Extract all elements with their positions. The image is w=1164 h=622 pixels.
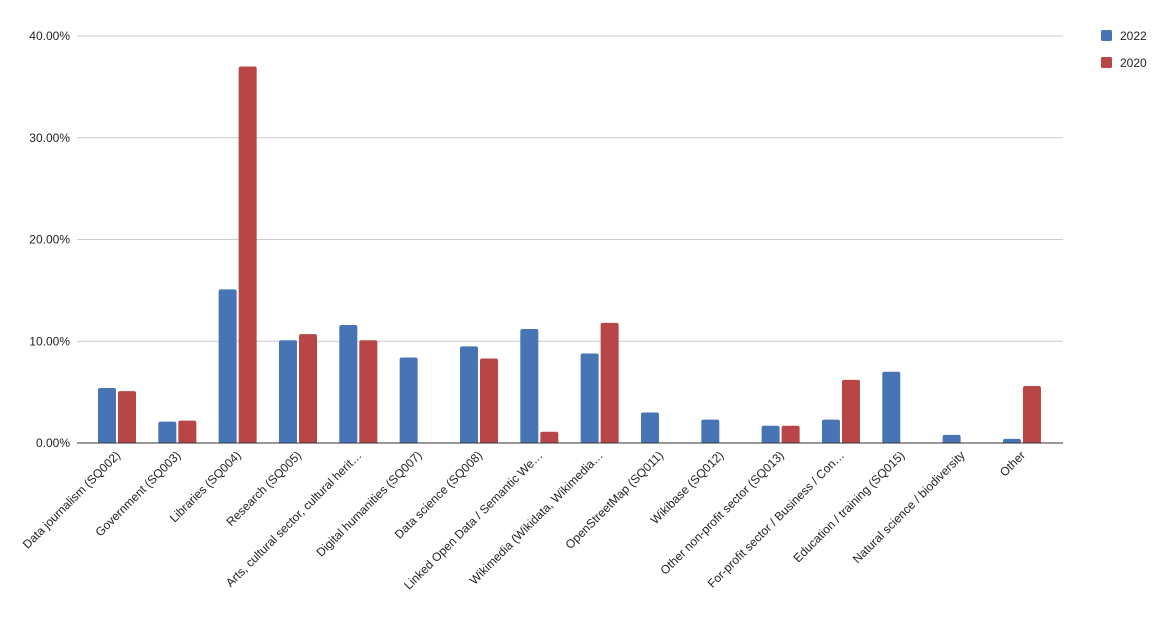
bar-2022-8 — [580, 353, 599, 443]
bar-2022-6 — [459, 346, 478, 443]
bar-2020-0 — [118, 391, 136, 443]
x-axis-labels: Data journalism (SQ002)Government (SQ003… — [20, 448, 1028, 592]
bar-2022-13 — [882, 371, 901, 443]
y-tick-label: 40.00% — [29, 29, 70, 43]
y-tick-label: 20.00% — [29, 233, 70, 247]
bar-2020-4 — [359, 340, 378, 443]
y-tick-label: 10.00% — [29, 334, 70, 348]
bars — [98, 66, 1041, 444]
bar-2022-0 — [98, 388, 116, 443]
bar-2022-1 — [158, 421, 177, 443]
x-tick-label: OpenStreetMap (SQ011) — [562, 448, 666, 552]
y-tick-label: 30.00% — [29, 131, 70, 145]
bar-2022-3 — [278, 340, 297, 443]
bar-2022-7 — [520, 329, 539, 443]
bar-2020-2 — [238, 66, 257, 444]
bar-2022-5 — [399, 357, 418, 443]
bar-2022-10 — [701, 419, 720, 443]
x-tick-label: Wikimedia (Wikidata, Wikimedia… — [467, 448, 606, 587]
bar-2020-15 — [1022, 386, 1041, 443]
bar-2020-6 — [479, 358, 498, 443]
bar-2022-11 — [761, 425, 780, 443]
bar-2022-2 — [218, 289, 237, 443]
bar-2022-12 — [821, 419, 840, 443]
x-tick-label: Natural science / biodiversity — [850, 448, 968, 566]
bar-2020-7 — [540, 431, 559, 443]
y-tick-label: 0.00% — [36, 436, 70, 450]
bar-2020-3 — [298, 334, 317, 443]
legend-swatch-2020 — [1101, 57, 1112, 68]
x-tick-label: Other non-profit sector (SQ013) — [658, 448, 787, 577]
bar-2020-11 — [781, 425, 800, 443]
bar-2022-4 — [339, 324, 358, 443]
y-axis-ticks: 0.00% 10.00% 20.00% 30.00% 40.00% — [29, 29, 70, 450]
x-tick-label: Data journalism (SQ002) — [20, 448, 123, 551]
bar-2022-9 — [640, 412, 659, 443]
bar-2022-14 — [942, 434, 961, 443]
x-tick-label: Education / training (SQ015) — [790, 448, 907, 565]
legend-label: 2022 — [1120, 29, 1147, 43]
legend-swatch-2022 — [1101, 30, 1112, 41]
bar-2022-15 — [1002, 438, 1021, 443]
legend: 2022 2020 — [1101, 29, 1147, 70]
bar-2020-1 — [178, 420, 197, 443]
legend-label: 2020 — [1120, 56, 1147, 70]
bar-2020-8 — [600, 322, 619, 443]
x-tick-label: Other — [997, 448, 1028, 479]
x-tick-label: Digital humanities (SQ007) — [313, 448, 424, 559]
bar-2020-12 — [841, 379, 860, 443]
